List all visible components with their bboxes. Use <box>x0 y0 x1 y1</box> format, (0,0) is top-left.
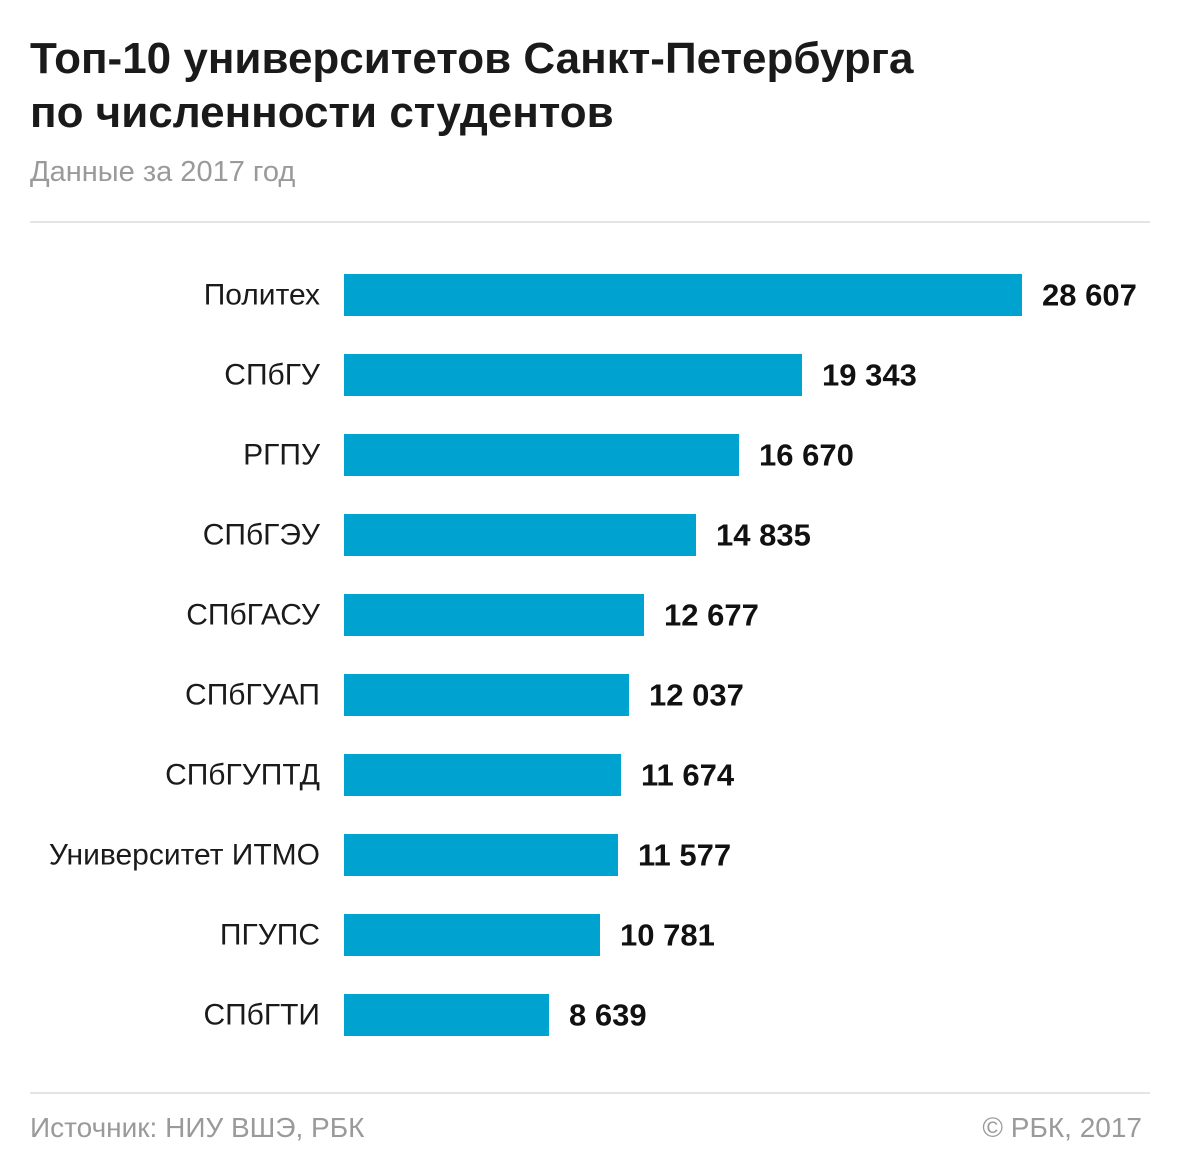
value-label: 11 577 <box>638 838 731 873</box>
bar <box>344 514 696 556</box>
category-label: СПбГУ <box>224 359 321 392</box>
category-label: РГПУ <box>243 439 321 472</box>
category-label: СПбГЭУ <box>203 519 321 552</box>
bar <box>344 914 600 956</box>
value-label: 12 677 <box>664 598 759 633</box>
chart-title-line-1: Топ-10 университетов Санкт-Петербурга <box>30 34 914 83</box>
value-label: 16 670 <box>759 438 854 473</box>
value-label: 11 674 <box>641 758 735 793</box>
bar <box>344 274 1022 316</box>
category-label: Политех <box>204 279 320 312</box>
category-label: Университет ИТМО <box>49 839 320 872</box>
copyright-note: © РБК, 2017 <box>982 1112 1142 1143</box>
category-label: СПбГАСУ <box>186 599 321 632</box>
category-label: СПбГУАП <box>185 679 320 712</box>
bar <box>344 674 629 716</box>
value-label: 12 037 <box>649 678 744 713</box>
chart-title: Топ-10 университетов Санкт-Петербурга по… <box>30 32 1140 140</box>
bottom-divider <box>30 1092 1150 1094</box>
bar <box>344 594 644 636</box>
top-divider <box>30 221 1150 223</box>
value-label: 10 781 <box>620 918 715 953</box>
value-label: 8 639 <box>569 998 647 1033</box>
bar <box>344 434 739 476</box>
chart-subtitle: Данные за 2017 год <box>30 156 296 188</box>
bar <box>344 834 618 876</box>
category-label: ПГУПС <box>220 919 320 952</box>
bar <box>344 354 802 396</box>
bar <box>344 754 621 796</box>
value-label: 19 343 <box>822 358 917 393</box>
value-label: 14 835 <box>716 518 811 553</box>
category-label: СПбГТИ <box>203 999 320 1032</box>
bar <box>344 994 549 1036</box>
source-note: Источник: НИУ ВШЭ, РБК <box>30 1112 365 1143</box>
chart-title-line-2: по численности студентов <box>30 88 614 137</box>
category-label: СПбГУПТД <box>165 759 320 792</box>
value-label: 28 607 <box>1042 278 1137 313</box>
